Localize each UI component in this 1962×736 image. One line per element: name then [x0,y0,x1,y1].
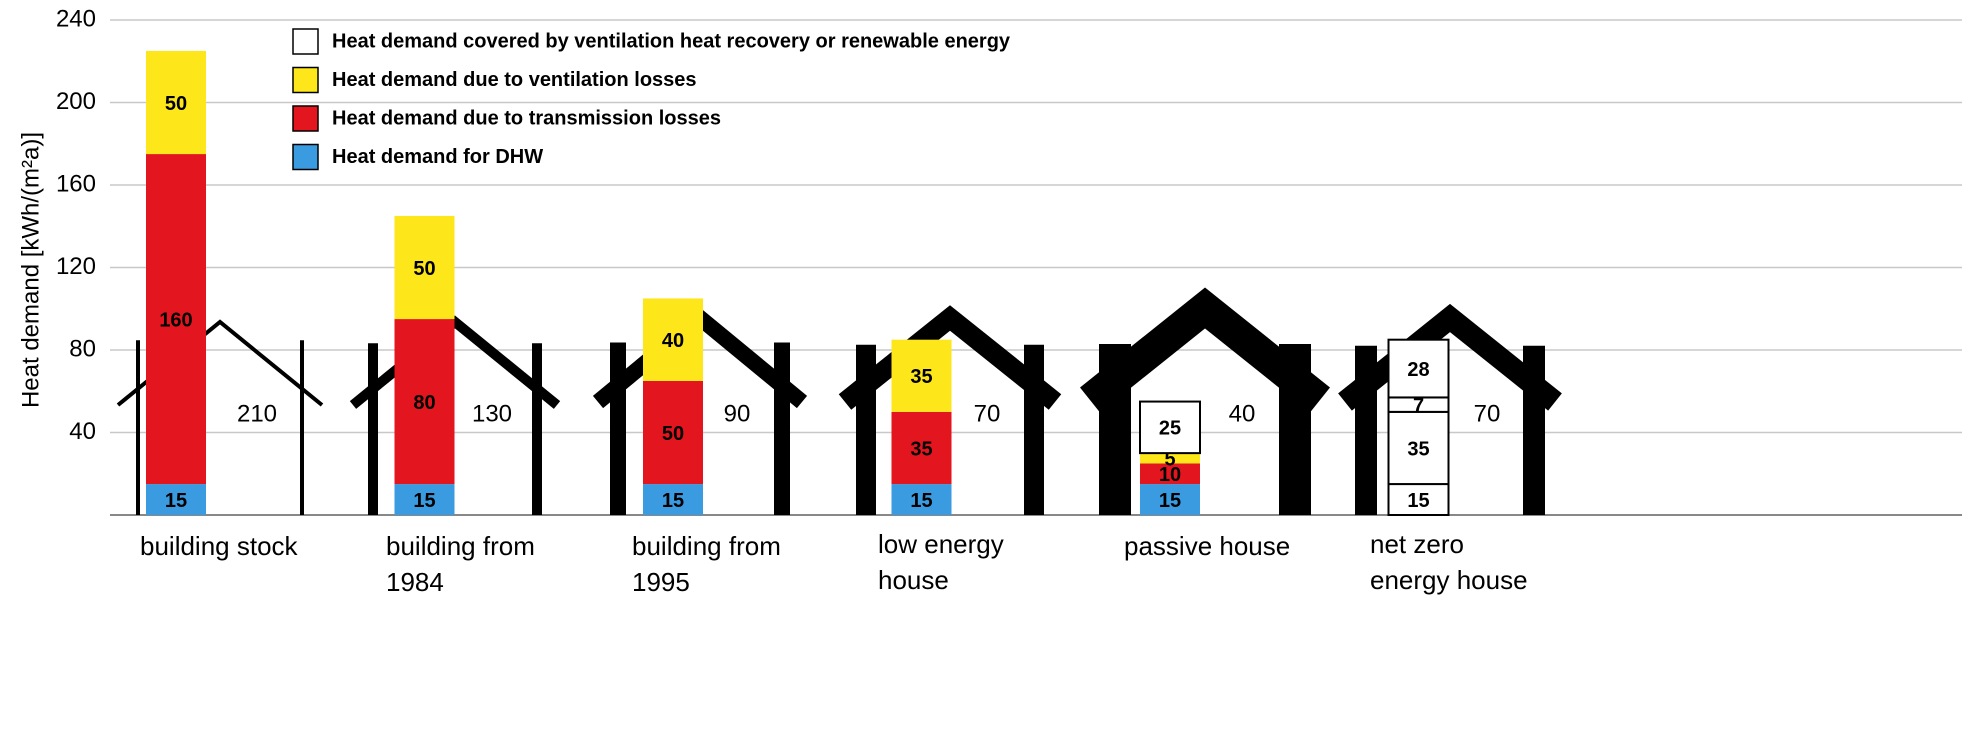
y-tick-label: 120 [56,253,96,280]
x-tick-label: low energy house [878,529,1004,595]
value-label: 25 [1159,418,1181,440]
legend-swatch [292,105,319,132]
value-label: 10 [1159,464,1181,486]
value-label: 15 [1407,490,1429,512]
value-label: 15 [910,490,932,512]
value-label: 5 [1164,449,1175,471]
bar-segment [1139,400,1201,455]
bar-segment [1140,484,1200,515]
value-label: 15 [662,490,684,512]
bar-segment [643,484,703,515]
value-label: 35 [1407,438,1429,460]
x-tick-label: net zero energy house [1370,529,1528,595]
value-label: 160 [159,309,192,331]
value-label: 7 [1413,395,1424,417]
bar-segment [643,380,703,485]
value-label: 15 [1159,490,1181,512]
bar-segment [643,298,703,381]
house-roof [838,305,1062,410]
bar-segment [146,50,206,155]
bar-segment [1140,453,1200,464]
legend-label: Heat demand covered by ventilation heat … [332,30,1011,52]
x-tick-label: building stock [140,531,298,561]
house-value: 90 [724,400,751,427]
value-label: 50 [165,93,187,115]
bar-segment [146,154,206,485]
bar-segment [891,411,952,485]
bar-segment [394,215,455,320]
legend-swatch [292,143,319,171]
x-tick-label: building from 1995 [632,531,781,597]
value-label: 35 [910,366,932,388]
legend-swatch [292,28,319,55]
house-value: 40 [1229,400,1256,427]
value-label: 35 [910,438,932,460]
bar-segment [891,339,952,412]
legend-label: Heat demand for DHW [332,146,543,168]
y-axis-title: Heat demand [kWh/(m²a)] [17,132,44,408]
house-value: 130 [472,400,512,427]
y-tick-label: 160 [56,170,96,197]
value-label: 50 [662,423,684,445]
x-tick-label: passive house [1124,531,1291,561]
y-tick-label: 200 [56,88,96,115]
value-label: 40 [662,330,684,352]
y-tick-label: 240 [56,5,96,32]
value-label: 15 [165,490,187,512]
bar-segment [1140,463,1200,485]
bar-segment [1387,410,1450,486]
house-value: 210 [237,400,277,427]
bar-segment [891,484,952,515]
house-value: 70 [974,400,1001,427]
x-tick-label: building from 1984 [386,531,535,597]
bar-segment [146,484,206,515]
value-label: 80 [413,392,435,414]
y-tick-label: 40 [69,418,96,445]
bar-segment [1387,483,1450,516]
value-label: 50 [413,258,435,280]
house-roof [349,315,561,409]
house-roof [1338,303,1562,411]
y-tick-label: 80 [69,335,96,362]
legend-label: Heat demand due to ventilation losses [332,69,697,91]
bar-segment [1387,338,1450,399]
bar-segment [394,484,455,515]
value-label: 28 [1407,359,1429,381]
legend-swatch [292,66,319,94]
value-label: 15 [413,490,435,512]
house-value: 70 [1474,400,1501,427]
bar-segment [394,319,455,485]
legend-label: Heat demand due to transmission losses [332,107,721,129]
